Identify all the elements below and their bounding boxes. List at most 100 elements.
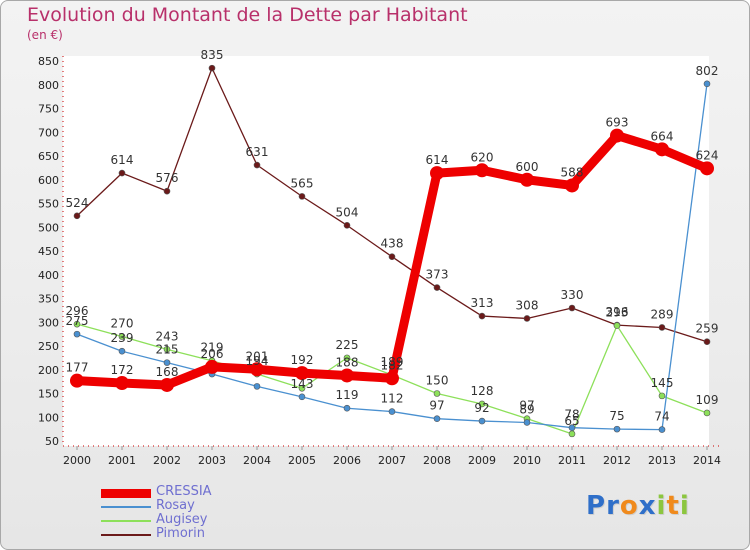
legend-label: Augisey [156, 512, 208, 527]
data-label-pimorin: 835 [201, 48, 224, 62]
point-augisey [118, 333, 126, 340]
data-label-pimorin: 524 [66, 196, 89, 210]
logo-letter: x [638, 491, 657, 521]
data-label-cressia: 188 [336, 355, 359, 369]
point-pimorin [253, 161, 261, 169]
data-label-rosay: 239 [111, 331, 134, 345]
logo-letter: t [666, 491, 680, 521]
y-tick-label: 750 [38, 103, 59, 116]
legend-label: Rosay [156, 498, 195, 513]
data-label-pimorin: 259 [696, 322, 719, 336]
logo-letter: i [679, 491, 690, 521]
data-label-pimorin: 373 [426, 268, 449, 282]
point-cressia [250, 362, 264, 377]
point-pimorin [658, 324, 666, 331]
data-label-pimorin: 289 [651, 307, 674, 321]
point-cressia [295, 366, 309, 381]
legend-swatch [101, 520, 151, 522]
point-augisey [163, 346, 171, 353]
data-label-augisey: 293 [606, 306, 629, 320]
data-label-rosay: 75 [609, 409, 624, 423]
y-tick-label: 250 [38, 340, 59, 353]
data-label-cressia: 614 [426, 153, 449, 167]
point-cressia [520, 172, 534, 187]
data-label-rosay: 97 [429, 399, 444, 413]
data-label-cressia: 624 [696, 148, 719, 162]
data-label-cressia: 177 [66, 361, 89, 375]
y-tick-label: 350 [38, 293, 59, 306]
point-augisey [73, 320, 81, 328]
y-tick-label: 400 [38, 269, 59, 282]
data-label-rosay: 802 [696, 64, 719, 78]
legend-swatch [101, 488, 151, 498]
y-tick-label: 700 [38, 126, 59, 139]
point-pimorin [388, 253, 396, 260]
x-tick-label: 2001 [108, 454, 136, 467]
point-augisey [298, 384, 306, 392]
y-tick-label: 600 [38, 174, 59, 187]
data-label-rosay: 78 [564, 408, 579, 422]
y-tick-label: 550 [38, 198, 59, 211]
x-tick-label: 2014 [693, 454, 721, 467]
point-cressia [205, 359, 219, 374]
y-tick-label: 150 [38, 388, 59, 401]
point-rosay [388, 408, 396, 415]
series-lines [70, 64, 714, 438]
data-label-augisey: 189 [381, 355, 404, 369]
logo-letter: i [656, 491, 667, 521]
point-pimorin [208, 64, 216, 72]
point-rosay [433, 415, 441, 422]
x-tick-label: 2004 [243, 454, 271, 467]
point-rosay [703, 80, 711, 88]
data-label-augisey: 243 [156, 329, 179, 343]
logo-letter: r [606, 491, 620, 521]
chart-title: Evolution du Montant de la Dette par Hab… [27, 4, 468, 26]
point-cressia [565, 178, 579, 193]
data-label-augisey: 225 [336, 338, 359, 352]
data-label-augisey: 145 [651, 376, 674, 390]
data-label-cressia: 206 [201, 347, 224, 361]
legend-swatch [101, 506, 151, 508]
point-augisey [433, 390, 441, 397]
data-label-augisey: 296 [66, 304, 89, 318]
point-cressia [430, 166, 444, 181]
x-tick-label: 2005 [288, 454, 316, 467]
y-tick-label: 450 [38, 245, 59, 258]
point-cressia [700, 161, 714, 176]
data-label-rosay: 92 [474, 401, 489, 415]
data-label-augisey: 97 [519, 399, 534, 413]
point-rosay [343, 404, 351, 412]
data-label-pimorin: 330 [561, 288, 584, 302]
point-cressia [655, 142, 669, 157]
point-augisey [343, 354, 351, 362]
point-augisey [703, 409, 711, 417]
logo-letter: P [586, 491, 607, 521]
point-cressia [160, 377, 174, 392]
point-cressia [385, 371, 399, 386]
x-tick-label: 2007 [378, 454, 406, 467]
data-label-rosay: 143 [291, 377, 314, 391]
x-tick-label: 2011 [558, 454, 586, 467]
data-label-pimorin: 308 [516, 298, 539, 312]
x-tick-label: 2008 [423, 454, 451, 467]
y-tick-label: 650 [38, 150, 59, 163]
point-cressia [70, 373, 84, 388]
point-rosay [523, 419, 531, 426]
data-label-pimorin: 576 [156, 171, 179, 185]
point-rosay [253, 383, 261, 390]
data-label-cressia: 600 [516, 160, 539, 174]
proxiti-logo: Proxiti [586, 491, 690, 521]
data-label-rosay: 119 [336, 388, 359, 402]
y-tick-label: 100 [38, 411, 59, 424]
point-rosay [568, 424, 576, 432]
point-pimorin [568, 304, 576, 312]
data-label-rosay: 112 [381, 392, 404, 406]
legend-label: Pimorin [156, 526, 205, 541]
x-tick-label: 2013 [648, 454, 676, 467]
point-rosay [118, 347, 126, 355]
point-pimorin [298, 193, 306, 200]
point-cressia [115, 376, 129, 391]
x-tick-label: 2009 [468, 454, 496, 467]
data-label-augisey: 194 [246, 354, 269, 368]
